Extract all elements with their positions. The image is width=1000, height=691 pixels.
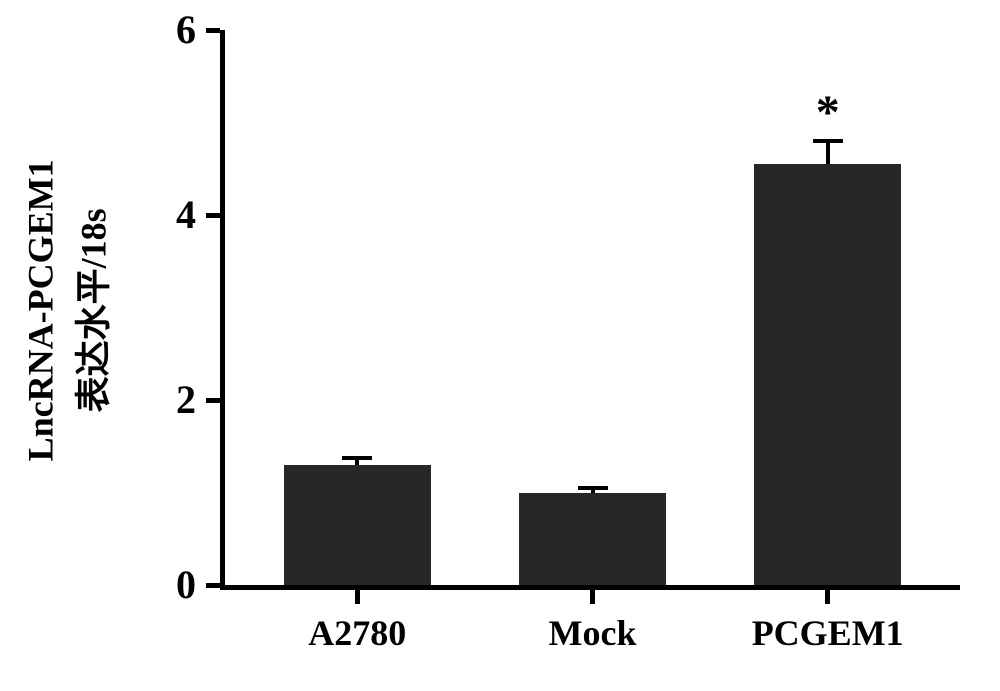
x-tick [825, 590, 830, 604]
error-cap [578, 486, 608, 490]
x-tick [355, 590, 360, 604]
y-tick-label: 4 [136, 191, 196, 238]
figure: LncRNA-PCGEM1 表达水平/18s 0 2 4 6 A2780MockPCGE… [0, 0, 1000, 691]
y-tick [206, 398, 220, 403]
x-tick-label: A2780 [237, 612, 477, 654]
y-tick-label: 0 [136, 561, 196, 608]
x-tick [590, 590, 595, 604]
y-axis-label-line2: 表达水平/18s [65, 30, 112, 590]
bar [754, 164, 901, 585]
y-axis-label-line1: LncRNA-PCGEM1 [20, 30, 67, 590]
bar [284, 465, 431, 585]
significance-marker: * [788, 85, 868, 140]
y-tick-label: 2 [136, 376, 196, 423]
bar [519, 493, 666, 586]
error-bar [826, 141, 830, 164]
y-tick [206, 28, 220, 33]
y-tick [206, 213, 220, 218]
error-cap [342, 456, 372, 460]
x-tick-label: Mock [473, 612, 713, 654]
y-tick [206, 583, 220, 588]
x-tick-label: PCGEM1 [708, 612, 948, 654]
y-tick-label: 6 [136, 6, 196, 53]
